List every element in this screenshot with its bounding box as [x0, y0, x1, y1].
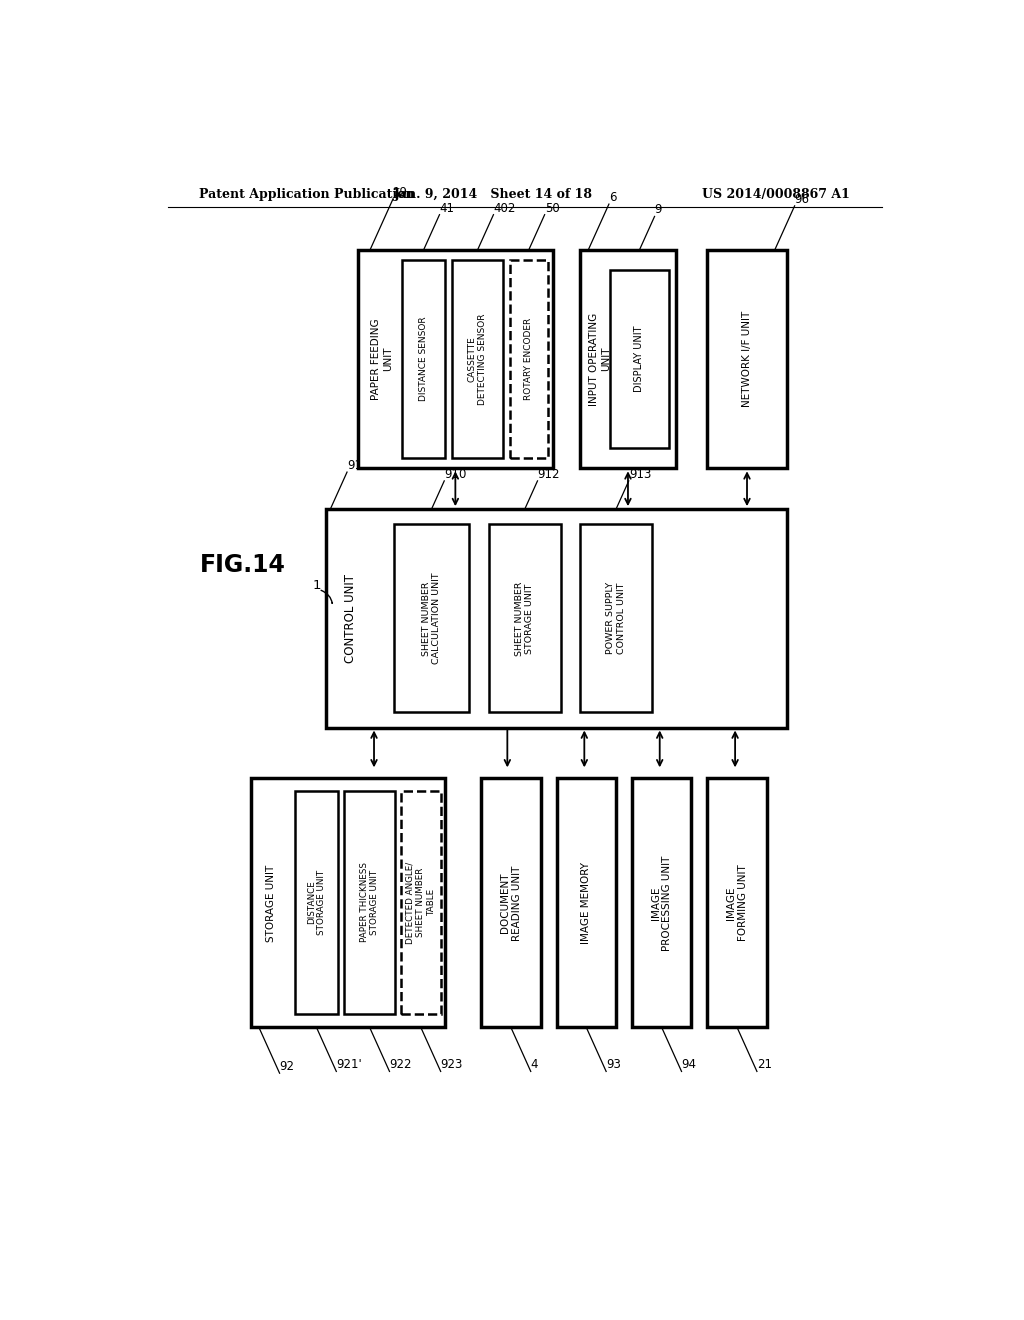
Text: 19: 19 [393, 186, 408, 199]
Text: IMAGE MEMORY: IMAGE MEMORY [582, 862, 591, 944]
Text: PAPER THICKNESS
STORAGE UNIT: PAPER THICKNESS STORAGE UNIT [360, 862, 379, 942]
Text: NETWORK I/F UNIT: NETWORK I/F UNIT [742, 312, 752, 408]
Bar [708, 779, 767, 1027]
Text: Jan. 9, 2014   Sheet 14 of 18: Jan. 9, 2014 Sheet 14 of 18 [393, 189, 593, 202]
Text: 913: 913 [629, 467, 651, 480]
Text: DISTANCE
STORAGE UNIT: DISTANCE STORAGE UNIT [307, 870, 327, 935]
Text: CONTROL UNIT: CONTROL UNIT [344, 574, 356, 663]
Bar [609, 271, 670, 447]
Text: POWER SUPPLY
CONTROL UNIT: POWER SUPPLY CONTROL UNIT [606, 582, 626, 655]
Text: INPUT OPERATING
UNIT: INPUT OPERATING UNIT [590, 313, 611, 405]
Bar [251, 779, 445, 1027]
Bar [358, 249, 553, 469]
Text: 402: 402 [494, 202, 516, 215]
Text: IMAGE
FORMING UNIT: IMAGE FORMING UNIT [726, 865, 748, 941]
Text: Patent Application Publication: Patent Application Publication [200, 189, 415, 202]
Text: 4: 4 [530, 1059, 539, 1072]
Text: 9: 9 [654, 203, 663, 216]
Text: IMAGE
PROCESSING UNIT: IMAGE PROCESSING UNIT [651, 855, 673, 950]
Text: SHEET NUMBER
CALCULATION UNIT: SHEET NUMBER CALCULATION UNIT [422, 573, 441, 664]
Text: 41: 41 [439, 202, 455, 215]
Bar [481, 779, 541, 1027]
Text: DISPLAY UNIT: DISPLAY UNIT [635, 326, 644, 392]
Bar [581, 249, 676, 469]
Bar [344, 791, 395, 1014]
Text: PAPER FEEDING
UNIT: PAPER FEEDING UNIT [371, 318, 393, 400]
Text: 922: 922 [389, 1059, 412, 1072]
Bar [295, 791, 338, 1014]
Text: 910: 910 [444, 467, 467, 480]
Text: STORAGE UNIT: STORAGE UNIT [266, 865, 275, 941]
Text: 912: 912 [538, 467, 560, 480]
Text: DETECTED ANGLE/
SHEET NUMBER
TABLE: DETECTED ANGLE/ SHEET NUMBER TABLE [406, 861, 436, 944]
Bar [632, 779, 691, 1027]
Text: 21: 21 [757, 1059, 772, 1072]
Text: 91: 91 [347, 459, 362, 473]
Bar [452, 260, 504, 458]
Text: 96: 96 [795, 193, 810, 206]
Bar [489, 524, 560, 713]
Text: ROTARY ENCODER: ROTARY ENCODER [524, 318, 534, 400]
FancyArrowPatch shape [322, 590, 333, 603]
Bar [510, 260, 548, 458]
Text: 1: 1 [312, 578, 321, 591]
Text: 93: 93 [606, 1059, 621, 1072]
Text: DISTANCE SENSOR: DISTANCE SENSOR [419, 317, 428, 401]
Text: DOCUMENT
READING UNIT: DOCUMENT READING UNIT [500, 865, 521, 941]
Bar [394, 524, 469, 713]
Text: 923: 923 [440, 1059, 463, 1072]
Text: 921': 921' [336, 1059, 362, 1072]
Text: FIG.14: FIG.14 [200, 553, 286, 577]
Text: CASSETTE
DETECTING SENSOR: CASSETTE DETECTING SENSOR [468, 313, 487, 405]
Bar [708, 249, 786, 469]
Bar [401, 791, 440, 1014]
Bar [557, 779, 616, 1027]
Text: SHEET NUMBER
STORAGE UNIT: SHEET NUMBER STORAGE UNIT [515, 581, 535, 656]
Bar [581, 524, 651, 713]
Bar [327, 510, 786, 727]
Text: 6: 6 [609, 191, 616, 205]
Text: 50: 50 [545, 202, 559, 215]
Text: 92: 92 [280, 1060, 295, 1073]
Text: 94: 94 [682, 1059, 696, 1072]
Text: US 2014/0008867 A1: US 2014/0008867 A1 [702, 189, 850, 202]
Bar [401, 260, 445, 458]
